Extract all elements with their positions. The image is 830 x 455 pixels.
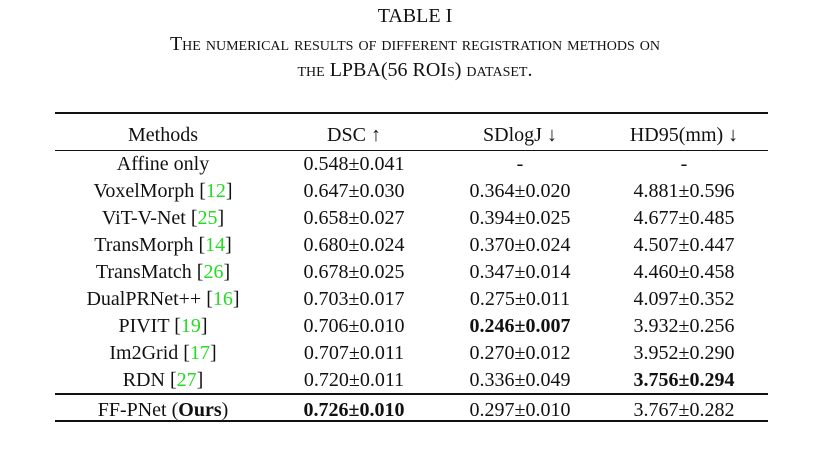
- citation: [16]: [206, 288, 240, 310]
- method-name: DualPRNet++: [86, 288, 202, 310]
- citation: [26]: [196, 261, 231, 283]
- value-cell: 4.677±0.485: [633, 207, 735, 229]
- inner: 26: [203, 261, 224, 283]
- header-cell: SDlogJ ↓: [483, 124, 557, 146]
- value-cell: 0.297±0.010: [469, 399, 571, 421]
- value-cell: -: [516, 153, 524, 175]
- value-cell: 3.932±0.256: [633, 315, 735, 337]
- citation: [12]: [199, 180, 233, 202]
- header-rule: [55, 150, 768, 151]
- mid-rule: [55, 393, 768, 395]
- method-cell: FF-PNet (Ours): [98, 398, 229, 422]
- method-name: TransMatch: [95, 261, 192, 283]
- header-cell: DSC ↑: [327, 124, 381, 146]
- value-cell: 0.658±0.027: [303, 207, 405, 229]
- top-rule: [55, 112, 768, 114]
- inner: 14: [205, 234, 226, 256]
- value-cell: 0.394±0.025: [469, 207, 571, 229]
- value-cell: 3.756±0.294: [633, 369, 735, 391]
- method-cell: Im2Grid [17]: [109, 341, 216, 365]
- citation: [19]: [174, 315, 208, 337]
- inner: 17: [189, 342, 210, 364]
- citation: [25]: [190, 207, 225, 229]
- method-cell: TransMorph [14]: [94, 233, 232, 257]
- value-cell: 0.275±0.011: [469, 288, 571, 310]
- value-cell: 0.678±0.025: [303, 261, 405, 283]
- value-cell: 0.347±0.014: [469, 261, 571, 283]
- value-cell: 0.703±0.017: [303, 288, 405, 310]
- inner: 25: [197, 207, 218, 229]
- inner: 27: [176, 369, 197, 391]
- value-cell: 0.548±0.041: [303, 153, 405, 175]
- value-cell: 4.881±0.596: [633, 180, 735, 202]
- value-cell: 0.647±0.030: [303, 180, 405, 202]
- citation: [27]: [169, 369, 204, 391]
- value-cell: 0.707±0.011: [303, 342, 405, 364]
- bottom-rule: [55, 420, 768, 422]
- value-cell: 0.364±0.020: [469, 180, 571, 202]
- note: (Ours): [171, 399, 229, 421]
- value-cell: 0.706±0.010: [303, 315, 405, 337]
- table-title: TABLE I: [377, 5, 453, 27]
- method-cell: PIVIT [19]: [118, 314, 207, 338]
- value-cell: 0.370±0.024: [469, 234, 571, 256]
- caption: The numerical results of different regis…: [169, 33, 661, 55]
- value-cell: 0.246±0.007: [469, 315, 571, 337]
- value-cell: 0.726±0.010: [303, 399, 405, 421]
- header-cell: Methods: [128, 124, 198, 146]
- value-cell: 4.097±0.352: [633, 288, 735, 310]
- method-cell: VoxelMorph [12]: [93, 179, 232, 203]
- value-cell: -: [680, 153, 688, 175]
- method-name: Im2Grid: [109, 342, 179, 364]
- value-cell: 0.270±0.012: [469, 342, 571, 364]
- inner: 19: [180, 315, 201, 337]
- citation: [14]: [198, 234, 232, 256]
- value-cell: 4.460±0.458: [633, 261, 735, 283]
- inner: Ours: [178, 399, 222, 421]
- method-name: Affine only: [116, 153, 210, 175]
- method-name: FF-PNet: [97, 399, 167, 421]
- caption: the LPBA(56 ROIs) dataset.: [297, 59, 533, 81]
- method-cell: TransMatch [26]: [96, 260, 230, 284]
- inner: 12: [205, 180, 226, 202]
- method-cell: RDN [27]: [123, 368, 204, 392]
- citation: [17]: [183, 342, 217, 364]
- method-name: VoxelMorph: [93, 180, 195, 202]
- header-cell: HD95(mm) ↓: [629, 124, 739, 146]
- method-cell: ViT-V-Net [25]: [102, 206, 224, 230]
- value-cell: 0.680±0.024: [303, 234, 405, 256]
- method-name: TransMorph: [94, 234, 194, 256]
- value-cell: 3.952±0.290: [633, 342, 735, 364]
- inner: 16: [212, 288, 233, 310]
- method-name: PIVIT: [118, 315, 170, 337]
- method-cell: Affine only: [117, 152, 209, 176]
- method-name: RDN: [122, 369, 165, 391]
- method-cell: DualPRNet++ [16]: [86, 287, 239, 311]
- value-cell: 0.336±0.049: [469, 369, 571, 391]
- value-cell: 4.507±0.447: [633, 234, 735, 256]
- value-cell: 3.767±0.282: [633, 399, 735, 421]
- method-name: ViT-V-Net: [101, 207, 186, 229]
- value-cell: 0.720±0.011: [303, 369, 405, 391]
